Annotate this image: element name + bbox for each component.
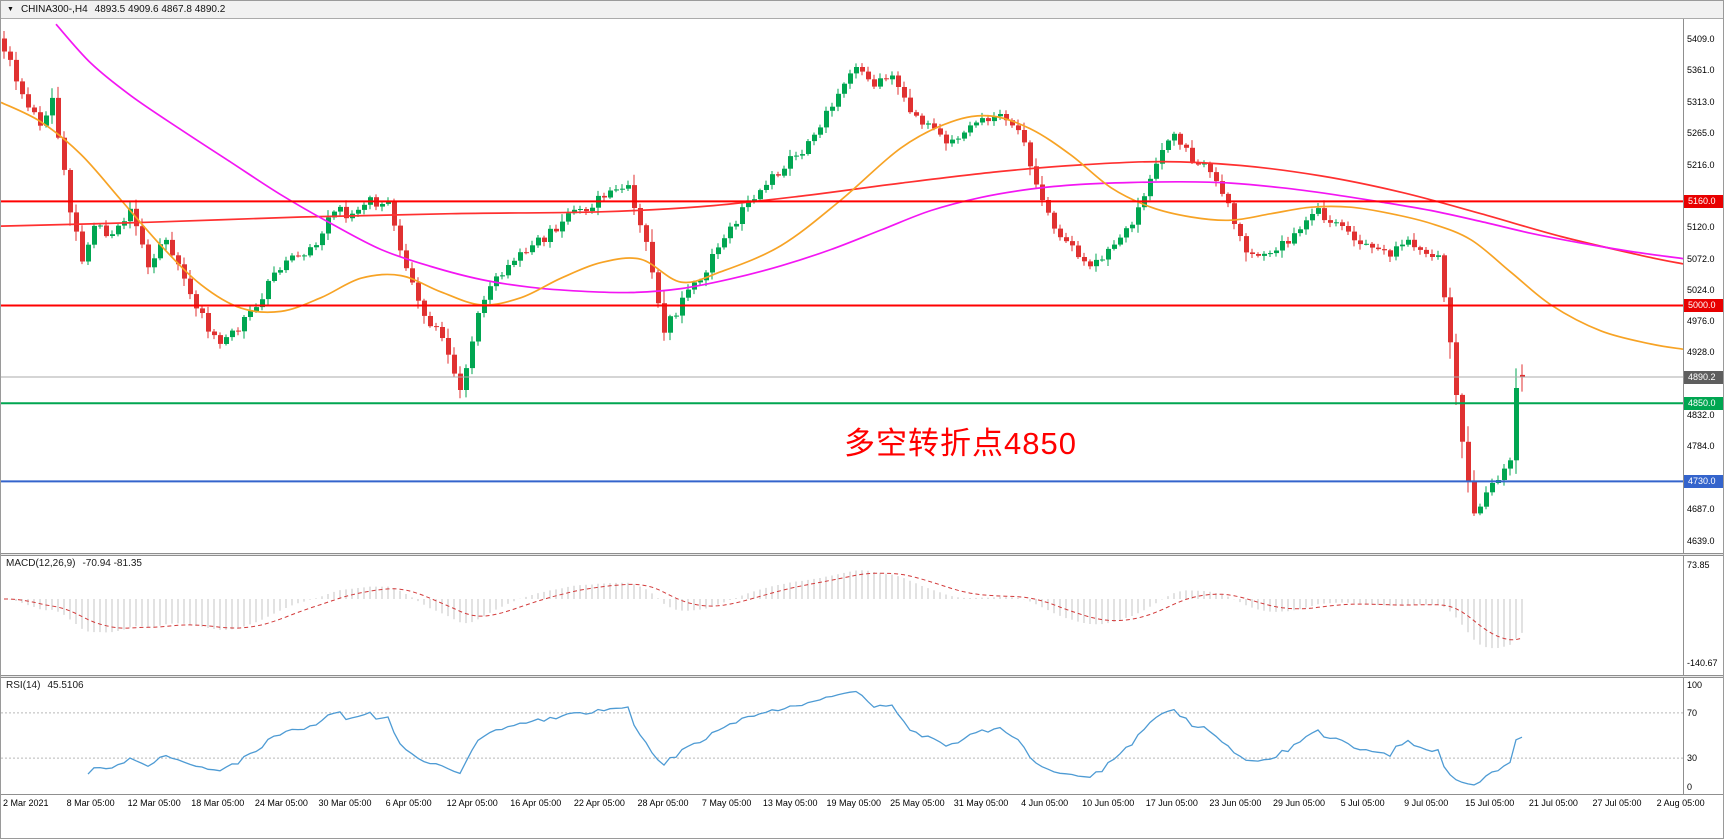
rsi-value: 45.5106 xyxy=(47,680,84,691)
macd-plot xyxy=(4,570,1523,649)
rsi-plot xyxy=(1,690,1683,786)
ma-magenta xyxy=(55,23,1684,294)
rsi-panel-separator[interactable] xyxy=(1,675,1723,678)
chart-annotation-text[interactable]: 多空转折点4850 xyxy=(844,426,1077,461)
horizontal-levels xyxy=(1,200,1683,483)
ohlc-values-label: 4893.5 4909.6 4867.8 4890.2 xyxy=(94,4,226,15)
macd-panel-separator[interactable] xyxy=(1,553,1723,556)
candles xyxy=(2,31,1525,516)
rsi-name: RSI(14) xyxy=(6,680,41,691)
ma-red-slow xyxy=(1,160,1684,265)
macd-label: MACD(12,26,9) -70.94 -81.35 xyxy=(6,558,142,569)
time-axis-divider[interactable] xyxy=(1,794,1723,795)
macd-signal-line xyxy=(4,572,1523,641)
ma-orange xyxy=(1,101,1684,351)
rsi-line xyxy=(87,690,1523,786)
price-axis-divider[interactable] xyxy=(1683,19,1684,794)
macd-name: MACD(12,26,9) xyxy=(6,558,76,569)
macd-values: -70.94 -81.35 xyxy=(82,558,142,569)
symbol-period-label: CHINA300-,H4 xyxy=(20,4,88,15)
rsi-label: RSI(14) 45.5106 xyxy=(6,680,84,691)
collapse-chart-icon[interactable]: ▼ xyxy=(7,6,14,13)
symbol-info-bar: ▼ CHINA300-,H4 4893.5 4909.6 4867.8 4890… xyxy=(1,1,1723,19)
